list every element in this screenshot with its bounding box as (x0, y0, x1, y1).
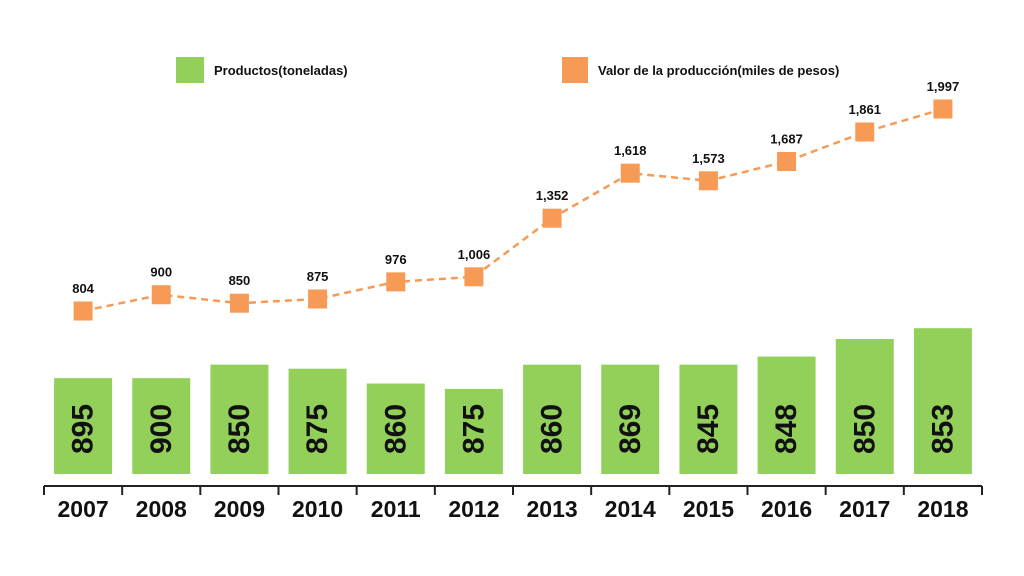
x-tick-label: 2014 (605, 496, 656, 522)
x-tick-label: 2010 (292, 496, 343, 522)
line-marker (229, 293, 249, 313)
line-value-label: 875 (307, 269, 329, 284)
bar-value-label: 848 (770, 404, 803, 454)
line-marker (698, 171, 718, 191)
line-value-label: 1,006 (458, 247, 491, 262)
bar-2009 (210, 364, 269, 474)
bar-value-label: 850 (848, 404, 881, 454)
bar-value-label: 853 (926, 404, 959, 454)
x-tick-label: 2017 (839, 496, 890, 522)
bar-value-label: 900 (145, 404, 178, 454)
bar-value-label: 860 (536, 404, 569, 454)
line-value-label: 850 (229, 273, 251, 288)
bar-2016 (757, 356, 816, 474)
x-tick-label: 2015 (683, 496, 734, 522)
line-valor-produccion (82, 107, 944, 313)
bar-2013 (523, 364, 582, 474)
bar-2017 (835, 339, 894, 474)
legend-swatch-valor (562, 57, 588, 83)
x-tick-label: 2018 (917, 496, 968, 522)
bar-2015 (679, 364, 738, 474)
legend-label-productos: Productos(toneladas) (214, 62, 348, 78)
line-marker (151, 285, 171, 305)
bar-2008 (132, 378, 191, 474)
line-marker (933, 99, 953, 119)
line-marker (620, 163, 640, 183)
line-marker (464, 267, 484, 287)
line-value-label: 900 (150, 265, 172, 280)
line-marker (542, 208, 562, 228)
line-marker (855, 122, 875, 142)
bar-2011 (366, 383, 425, 474)
bar-value-label: 850 (223, 404, 256, 454)
bar-value-label: 869 (614, 404, 647, 454)
line-value-label: 1,352 (536, 188, 569, 203)
bar-value-label: 895 (67, 404, 100, 454)
bar-value-label: 845 (692, 404, 725, 454)
bar-2014 (601, 364, 660, 474)
line-value-label: 1,618 (614, 143, 647, 158)
line-marker (73, 301, 93, 321)
bar-2010 (288, 368, 347, 474)
bar-2018 (913, 328, 972, 474)
bar-2012 (444, 388, 503, 474)
line-marker (386, 272, 406, 292)
legend-swatch-productos (176, 57, 204, 83)
bar-value-label: 875 (301, 404, 334, 454)
x-tick-label: 2008 (136, 496, 187, 522)
x-tick-label: 2007 (57, 496, 108, 522)
bar-2007 (54, 378, 113, 474)
bar-value-label: 875 (457, 404, 490, 454)
line-value-label: 1,997 (927, 79, 960, 94)
legend-label-valor: Valor de la producción(miles de pesos) (598, 62, 840, 78)
x-tick-label: 2009 (214, 496, 265, 522)
line-value-label: 804 (72, 281, 94, 296)
x-tick-label: 2011 (371, 496, 421, 522)
x-tick-label: 2012 (448, 496, 499, 522)
line-marker (777, 151, 797, 171)
line-marker (308, 289, 328, 309)
line-value-label: 1,687 (770, 131, 803, 146)
line-value-label: 1,861 (848, 102, 881, 117)
x-tick-label: 2016 (761, 496, 812, 522)
legend-item-productos: Productos(toneladas) (176, 57, 348, 83)
bar-value-label: 860 (379, 404, 412, 454)
x-tick-label: 2013 (526, 496, 577, 522)
line-value-label: 1,573 (692, 151, 725, 166)
legend-item-valor: Valor de la producción(miles de pesos) (562, 57, 839, 83)
line-value-label: 976 (385, 252, 407, 267)
